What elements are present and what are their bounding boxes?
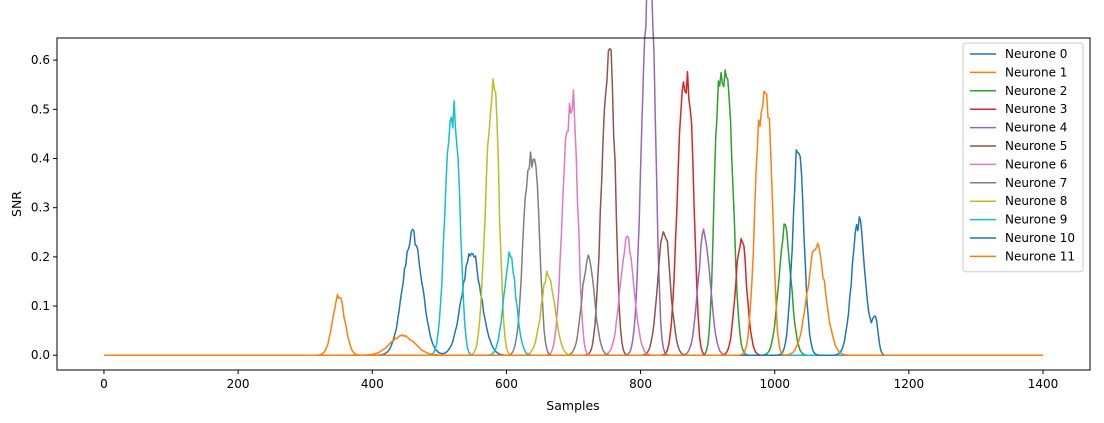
y-tick-label: 0.0 [31,348,50,362]
x-tick-label: 600 [495,377,518,391]
y-tick-label: 0.3 [31,201,50,215]
x-tick-label: 1000 [759,377,790,391]
series-line-11 [104,90,1043,356]
series-layer [104,0,1043,356]
series-line-2 [104,69,1043,356]
legend-label: Neurone 4 [1005,121,1067,135]
legend-label: Neurone 11 [1005,249,1075,263]
legend-label: Neurone 7 [1005,176,1067,190]
legend-label: Neurone 0 [1005,47,1067,61]
y-tick-label: 0.6 [31,53,50,67]
series-line-9 [104,99,1043,356]
y-tick-label: 0.2 [31,250,50,264]
series-line-0 [104,228,1043,356]
legend-label: Neurone 3 [1005,102,1067,116]
x-tick-label: 1200 [894,377,925,391]
legend-label: Neurone 5 [1005,139,1067,153]
series-line-10 [104,149,1043,356]
legend-label: Neurone 2 [1005,84,1067,98]
series-line-3 [104,70,1043,356]
legend-label: Neurone 10 [1005,231,1075,245]
x-tick-label: 800 [629,377,652,391]
y-axis-label: SNR [9,191,24,217]
legend: Neurone 0 Neurone 1 Neurone 2 Neurone 3 Neur… [962,42,1084,273]
x-axis: 0 200 400 600 800 1000 1200 1400 [100,370,1058,391]
legend-label: Neurone 9 [1005,213,1067,227]
y-tick-label: 0.4 [31,152,50,166]
legend-label: Neurone 8 [1005,194,1067,208]
x-tick-label: 200 [227,377,250,391]
series-line-6 [104,89,1043,356]
y-tick-label: 0.1 [31,299,50,313]
legend-label: Neurone 1 [1005,65,1067,79]
series-line-7 [104,151,1043,356]
y-tick-label: 0.5 [31,102,50,116]
x-tick-label: 400 [361,377,384,391]
x-tick-label: 0 [100,377,108,391]
legend-label: Neurone 6 [1005,157,1067,171]
plot-frame [56,37,1091,371]
series-line-1 [104,293,1043,356]
series-line-8 [104,78,1043,356]
x-axis-label: Samples [546,398,599,413]
legend-box [962,42,1084,273]
series-line-4 [104,0,1043,356]
y-axis: 0.0 0.1 0.2 0.3 0.4 0.5 0.6 [31,53,57,362]
x-tick-label: 1400 [1028,377,1059,391]
